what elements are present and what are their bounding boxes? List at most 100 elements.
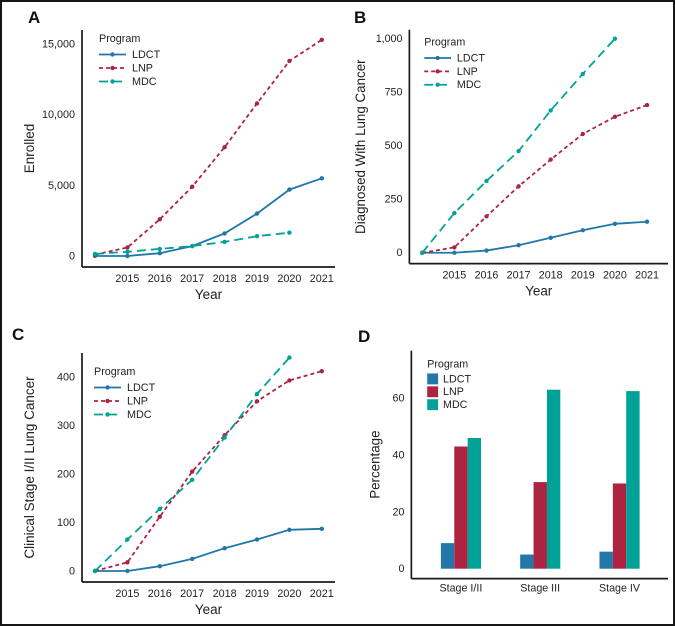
y-tick-label: 400 <box>57 372 75 384</box>
x-tick-label: 2021 <box>635 270 659 282</box>
chart-svg-a: 0 5,000 10,000 15,000 2015 2016 2017 2018 2019 20… <box>22 30 335 302</box>
x-tick-label: 2019 <box>571 270 595 282</box>
y-tick-label: 0 <box>69 251 75 263</box>
y-tick-label: 1,000 <box>376 33 403 45</box>
bar-MDC-stage-i-ii <box>467 437 482 569</box>
data-point-MDC <box>92 251 98 257</box>
series-line-LDCT <box>422 220 648 254</box>
data-point-LNP <box>548 157 553 162</box>
data-point-LNP <box>452 245 457 250</box>
series-line-LDCT <box>95 177 323 257</box>
legend-label: LNP <box>132 63 153 75</box>
data-point-MDC <box>222 435 227 440</box>
series-line-LDCT <box>95 527 322 572</box>
x-tick-label: 2016 <box>475 270 499 282</box>
data-point-LNP <box>157 217 162 222</box>
y-axis-title: Diagnosed With Lung Cancer <box>353 59 368 234</box>
chart-svg-b: 0 250 500 750 1,000 2015 2016 2017 2018 2019 2020 2… <box>353 29 669 298</box>
legend-marker <box>105 412 110 417</box>
panel-a-label: A <box>28 8 41 27</box>
data-point-LNP <box>254 101 260 106</box>
legend-label: LDCT <box>443 373 471 385</box>
legend-marker <box>105 398 110 404</box>
x-tick-label: 2015 <box>442 270 466 282</box>
x-axis-title: Year <box>195 602 223 617</box>
legend-label: LNP <box>443 386 464 398</box>
legend-marker <box>110 52 115 57</box>
y-axis-title: Enrolled <box>22 124 37 174</box>
y-tick-label: 5,000 <box>48 180 75 192</box>
data-point-LDCT <box>254 211 260 216</box>
data-point-LDCT <box>484 248 489 253</box>
data-point-LDCT <box>319 526 324 531</box>
y-tick-label: 0 <box>398 563 404 575</box>
data-point-MDC <box>125 249 130 254</box>
y-tick-label: 10,000 <box>42 109 75 121</box>
data-point-LDCT <box>548 235 553 240</box>
y-axis-title: Percentage <box>368 430 383 498</box>
data-point-LNP <box>222 145 227 150</box>
chart-percentage-by-stage: 0 20 40 60 Percentage Stage I/II Stage III Stag… <box>340 313 673 624</box>
x-tick-label: 2021 <box>310 273 334 285</box>
series-line-MDC <box>94 231 290 255</box>
y-tick-label: 750 <box>385 87 403 99</box>
x-tick-label: 2019 <box>245 273 269 285</box>
panel-c: C 0 100 200 300 400 2015 2016 2017 2018 2019 2020 2… <box>4 313 340 624</box>
panel-d-label: D <box>358 327 371 346</box>
legend-swatch <box>427 399 439 411</box>
data-point-LDCT <box>516 243 521 248</box>
series-line-LNP <box>94 370 323 572</box>
data-point-LNP <box>254 399 260 404</box>
legend-marker <box>110 65 115 71</box>
data-point-LDCT <box>125 253 130 259</box>
x-tick-label: 2015 <box>115 273 139 285</box>
data-point-LNP <box>287 58 292 64</box>
chart-diagnosed: 0 250 500 750 1,000 2015 2016 2017 2018 2019 2020 2… <box>340 2 673 313</box>
data-point-LDCT <box>222 546 227 551</box>
y-tick-label: 250 <box>385 194 403 206</box>
y-tick-label: 40 <box>393 450 405 462</box>
data-point-MDC <box>612 36 618 41</box>
legend-label: MDC <box>127 409 152 421</box>
series-LNP <box>92 37 324 257</box>
data-point-LDCT <box>222 231 227 236</box>
series-LDCT <box>420 219 650 255</box>
bar-LDCT-stage-iii <box>520 554 534 569</box>
y-tick-label: 100 <box>57 517 75 529</box>
legend-label: MDC <box>457 79 482 91</box>
data-point-MDC <box>190 477 195 482</box>
data-point-LNP <box>125 560 130 565</box>
x-tick-label: 2016 <box>148 273 172 285</box>
data-point-MDC <box>125 537 130 542</box>
bar-LDCT-stage-i-ii <box>440 543 455 569</box>
legend-label: LDCT <box>457 52 485 64</box>
panel-c-label: C <box>12 325 25 344</box>
legend-title: Program <box>424 37 465 49</box>
data-point-LDCT <box>157 564 162 569</box>
data-point-LDCT <box>612 221 618 226</box>
data-point-LNP <box>644 102 650 108</box>
legend-marker <box>435 69 440 74</box>
legend-marker <box>110 79 115 84</box>
x-axis-title: Year <box>525 283 553 298</box>
x-category-label: Stage IV <box>599 582 641 594</box>
data-point-LNP <box>516 184 521 189</box>
x-tick-label: 2016 <box>148 588 172 600</box>
series-line-LNP <box>422 104 648 254</box>
data-point-LDCT <box>287 187 292 192</box>
legend-label: LNP <box>127 396 148 408</box>
panel-b: B 0 250 500 750 1,000 2015 2016 2017 2018 2019 202… <box>340 2 673 313</box>
x-tick-label: 2021 <box>310 588 334 600</box>
x-tick-label: 2020 <box>277 588 301 600</box>
legend-label: LNP <box>457 66 478 78</box>
x-tick-label: 2017 <box>180 588 204 600</box>
data-point-LDCT <box>254 537 260 542</box>
data-point-LNP <box>612 114 618 119</box>
data-point-MDC <box>190 243 195 249</box>
legend-label: MDC <box>132 76 157 88</box>
x-tick-label: 2020 <box>603 270 627 282</box>
x-tick-label: 2017 <box>180 273 204 285</box>
legend-marker <box>105 385 110 390</box>
